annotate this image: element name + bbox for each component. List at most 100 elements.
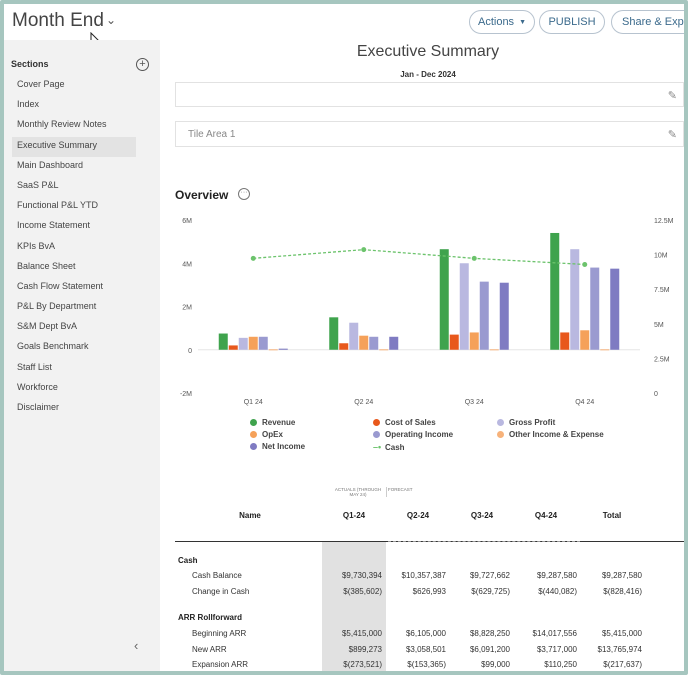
sidebar-item-workforce[interactable]: Workforce [17, 381, 58, 392]
column-header-q4[interactable]: Q4-24 [534, 511, 558, 520]
table-cell: $9,730,394 [341, 571, 382, 580]
sidebar-item-monthly-review-notes[interactable]: Monthly Review Notes [17, 119, 107, 130]
table-cell: $5,415,000 [601, 629, 642, 638]
row-label: Expansion ARR [192, 660, 249, 669]
tile-area-1[interactable]: Tile Area 1 ✎ [175, 121, 684, 147]
add-section-icon[interactable]: + [136, 58, 149, 71]
sidebar-item-index[interactable]: Index [17, 99, 40, 110]
overview-title: Overview [175, 188, 229, 202]
sidebar-item-balance-sheet[interactable]: Balance Sheet [17, 260, 76, 271]
y-left-tick-label: 4M [182, 261, 192, 268]
legend-revenue: Revenue [250, 418, 295, 427]
bar-operating-income [479, 281, 489, 350]
column-header-q3[interactable]: Q3-24 [470, 511, 494, 520]
y-left-tick-label: 0 [188, 348, 192, 355]
section-title-arr-rollforward: ARR Rollforward [178, 613, 242, 622]
sidebar-item-executive-summary[interactable]: Executive Summary [12, 136, 136, 157]
sidebar-nav: Cover Page Index Monthly Review Notes Ex… [12, 76, 136, 419]
caret-down-icon: ▼ [519, 18, 526, 26]
bar-other-income-expense [268, 349, 278, 351]
legend-swatch [497, 419, 504, 426]
legend-swatch [373, 419, 380, 426]
bar-opex [580, 330, 590, 350]
x-tick-label: Q3 24 [465, 399, 484, 406]
actions-label: Actions [477, 16, 515, 28]
bar-gross-profit [570, 249, 580, 350]
edit-pencil-icon[interactable]: ✎ [667, 129, 677, 141]
column-header-name[interactable]: Name [239, 511, 261, 520]
legend-label: Cash [385, 443, 405, 452]
more-options-icon[interactable]: ··· [238, 188, 250, 200]
table-cell: $3,717,000 [536, 645, 577, 654]
point-cash [471, 255, 477, 261]
legend-cost-of-sales: Cost of Sales [373, 418, 436, 427]
sidebar-item-sm-dept-bva[interactable]: S&M Dept BvA [17, 321, 78, 332]
bar-revenue [439, 249, 449, 350]
sidebar-item-cover-page[interactable]: Cover Page [17, 79, 65, 89]
row-label: Beginning ARR [192, 629, 247, 638]
bar-opex [359, 335, 369, 350]
sidebar: Sections + Cover Page Index Monthly Revi… [4, 40, 160, 671]
bar-opex [248, 336, 258, 350]
period-label: Jan - Dec 2024 [400, 70, 456, 79]
sidebar-item-income-statement[interactable]: Income Statement [17, 220, 91, 231]
actuals-column-shading [322, 542, 386, 671]
publish-button[interactable]: PUBLISH [539, 10, 605, 34]
chevron-left-icon[interactable]: ‹ [134, 638, 139, 653]
sidebar-item-pl-by-department[interactable]: P&L By Department [17, 301, 97, 312]
y-right-tick-label: 7.5M [654, 287, 670, 294]
table-cell: $9,727,662 [469, 571, 510, 580]
sidebar-item-cash-flow-statement[interactable]: Cash Flow Statement [17, 280, 104, 291]
table-cell: $9,287,580 [536, 571, 577, 580]
bar-net-income [610, 268, 620, 350]
table-cell: $(828,416) [603, 587, 642, 596]
sidebar-item-functional-pl-ytd[interactable]: Functional P&L YTD [17, 200, 99, 211]
chevron-down-icon[interactable]: ⌄ [106, 13, 117, 27]
sidebar-item-saas-pl[interactable]: SaaS P&L [17, 179, 59, 190]
table-cell: $5,415,000 [341, 629, 382, 638]
legend-line-swatch: –• [373, 442, 382, 452]
forecast-note: FORECAST [388, 487, 413, 492]
text-tile[interactable]: ✎ [175, 82, 684, 107]
y-right-tick-label: 5M [654, 322, 664, 329]
legend-cash: –• Cash [373, 442, 405, 452]
y-left-tick-label: 2M [182, 305, 192, 312]
bar-gross-profit [459, 263, 469, 350]
bar-other-income-expense [489, 349, 499, 351]
edit-pencil-icon[interactable]: ✎ [667, 90, 677, 102]
sidebar-item-staff-list[interactable]: Staff List [17, 361, 52, 372]
line-cash [253, 249, 585, 266]
legend-label: Net Income [262, 442, 306, 451]
tile-label: Tile Area 1 [188, 129, 236, 140]
x-tick-label: Q2 24 [354, 399, 373, 406]
table-cell: $6,091,200 [469, 645, 510, 654]
bar-revenue [550, 232, 560, 350]
forecast-divider [386, 487, 387, 497]
sidebar-item-main-dashboard[interactable]: Main Dashboard [17, 159, 84, 170]
column-header-total[interactable]: Total [602, 511, 622, 520]
legend-gross-profit: Gross Profit [497, 418, 555, 427]
point-cash [250, 255, 256, 261]
sidebar-item-kpis-bva[interactable]: KPIs BvA [17, 240, 56, 251]
legend-swatch [250, 419, 257, 426]
table-cell: $(440,082) [538, 587, 577, 596]
bar-other-income-expense [600, 349, 610, 351]
table-cell: $6,105,000 [405, 629, 446, 638]
bar-cost-of-sales [560, 332, 570, 350]
sidebar-item-goals-benchmark[interactable]: Goals Benchmark [17, 341, 89, 352]
legend-label: Cost of Sales [385, 418, 436, 427]
point-cash [361, 247, 367, 253]
actions-button[interactable]: Actions ▼ [469, 10, 535, 34]
sidebar-item-disclaimer[interactable]: Disclaimer [17, 402, 60, 412]
bar-cost-of-sales [449, 334, 459, 350]
table-cell: $(153,365) [407, 660, 446, 669]
column-header-q2[interactable]: Q2-24 [406, 511, 430, 520]
share-export-button[interactable]: Share & Expo [611, 10, 688, 34]
legend-label: Other Income & Expense [509, 430, 604, 439]
table-cell: $899,273 [348, 645, 382, 654]
legend-swatch [373, 431, 380, 438]
legend-swatch [250, 443, 257, 450]
column-header-q1[interactable]: Q1-24 [342, 511, 366, 520]
legend-label: Gross Profit [509, 418, 556, 427]
app-title[interactable]: Month End [12, 10, 104, 31]
